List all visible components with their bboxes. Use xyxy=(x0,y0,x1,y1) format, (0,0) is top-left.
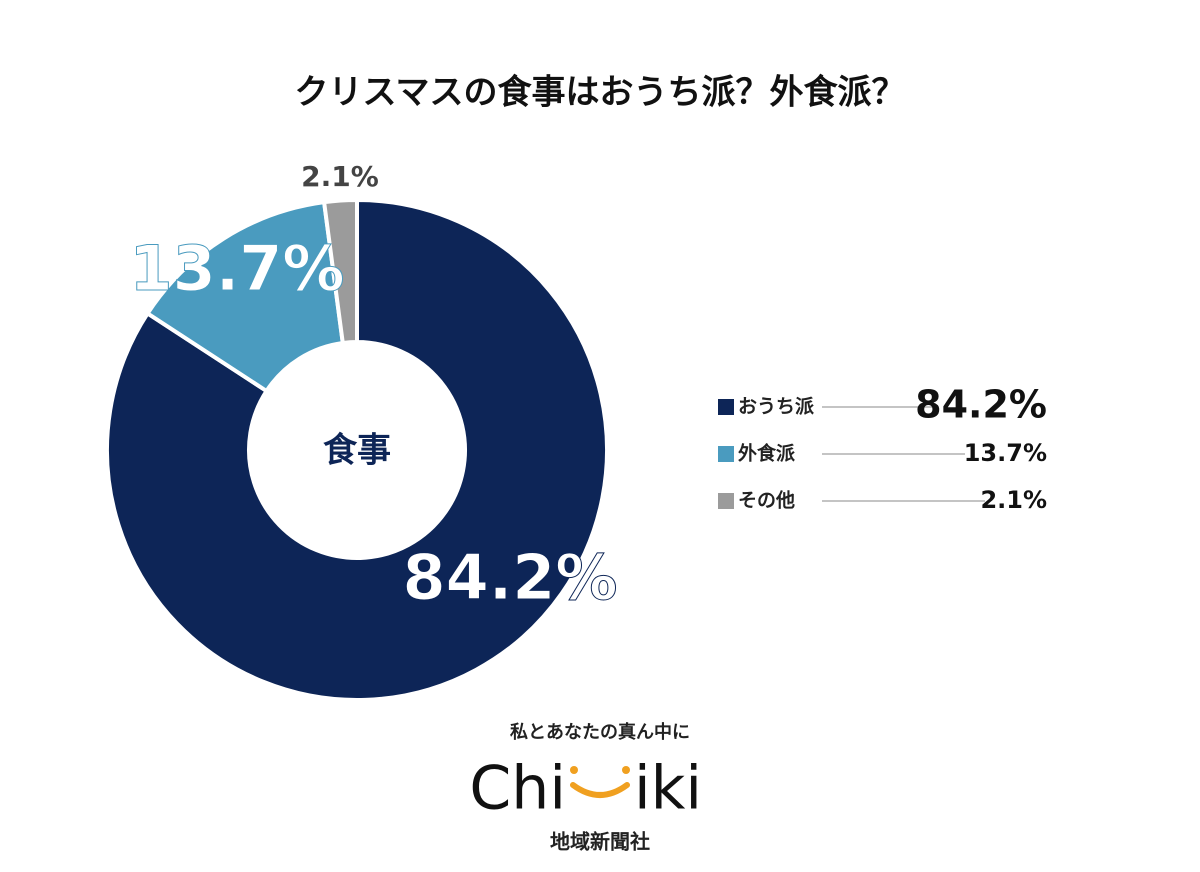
legend-label: その他 xyxy=(738,489,795,512)
logo-dot xyxy=(622,766,630,774)
legend-swatch xyxy=(718,446,734,462)
logo-right: iki xyxy=(634,754,702,824)
logo-smile xyxy=(570,782,630,798)
logo-left: Chi xyxy=(469,754,566,824)
legend-swatch xyxy=(718,399,734,415)
data-label: 13.7% xyxy=(129,232,344,305)
center-label: 食事 xyxy=(323,431,391,471)
donut-segment xyxy=(321,197,359,346)
company-name: 地域新聞社 xyxy=(550,830,650,854)
donut-segment xyxy=(144,199,346,394)
data-label: 2.1% xyxy=(301,160,379,193)
legend-label: 外食派 xyxy=(738,442,796,465)
chart-title: クリスマスの食事はおうち派？外食派？ xyxy=(295,73,906,113)
legend-swatch xyxy=(718,493,734,509)
legend-value: 13.7% xyxy=(964,439,1047,467)
legend-value: 84.2% xyxy=(915,383,1047,427)
legend-label: おうち派 xyxy=(738,396,815,418)
legend-value: 2.1% xyxy=(980,486,1047,514)
logo-dot xyxy=(570,766,578,774)
data-label: 84.2% xyxy=(402,541,617,614)
donut-segment xyxy=(105,197,609,702)
legend: おうち派 84.2% 外食派 13.7% その他 2.1% xyxy=(718,383,1047,514)
tagline: 私とあなたの真ん中に xyxy=(510,721,690,743)
donut: 84.2% 13.7% 2.1% xyxy=(105,160,618,702)
